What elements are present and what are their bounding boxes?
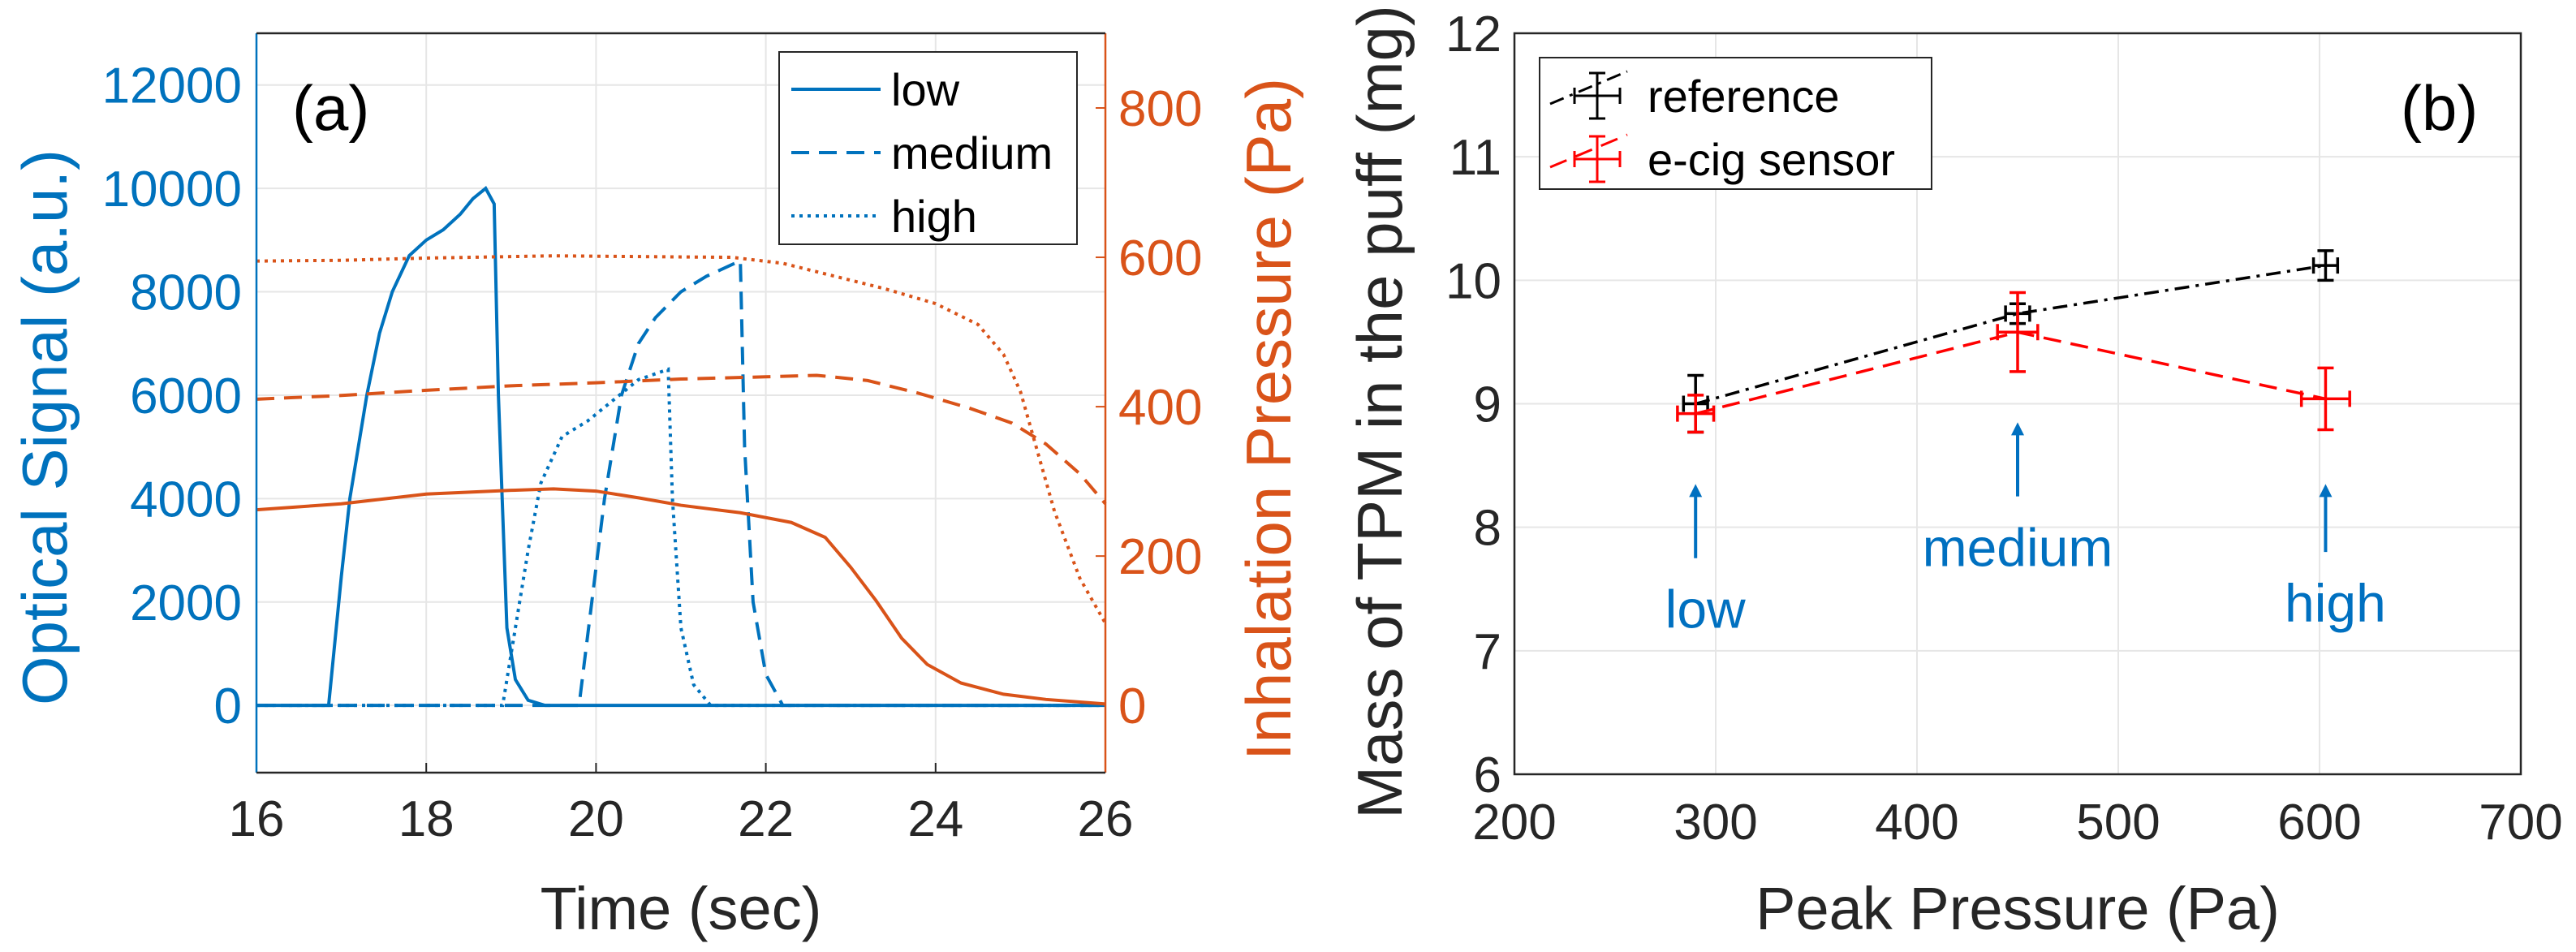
legend-label: e-cig sensor	[1648, 134, 1895, 185]
x-tick-label: 600	[2277, 795, 2361, 851]
x-axis-label: Peak Pressure (Pa)	[1755, 875, 2280, 942]
y-left-tick-label: 4000	[130, 472, 242, 528]
x-tick-label: 26	[1078, 791, 1134, 847]
series-high-optical	[256, 367, 1105, 708]
legend-label-high: high	[891, 191, 977, 242]
x-tick-label: 300	[1674, 795, 1757, 851]
y-left-tick-label: 2000	[130, 575, 242, 631]
legend-label-low: low	[891, 64, 960, 115]
series-medium-optical	[256, 258, 1105, 708]
y-tick-label: 7	[1474, 624, 1501, 680]
y-tick-label: 11	[1450, 130, 1501, 186]
legend-line	[1549, 70, 1628, 106]
x-tick-label: 700	[2479, 795, 2562, 851]
annotation-high: high	[2285, 573, 2386, 633]
x-tick-label: 400	[1875, 795, 1958, 851]
legend-a: low medium high	[778, 51, 1078, 245]
series-medium-pressure	[256, 373, 1107, 506]
y-right-tick-label: 600	[1118, 230, 1202, 286]
y-left-tick-label: 8000	[130, 265, 242, 321]
panel-a: 16 18 20 22 24 26 0 2000 4000 6000 8000 10000 12000 0…	[9, 32, 1304, 942]
legend-box	[1539, 57, 1932, 190]
y-tick-label: 8	[1474, 501, 1501, 557]
y-left-tick-label: 6000	[130, 368, 242, 424]
annotation-low: low	[1665, 579, 1746, 640]
arrowhead-high	[2319, 484, 2333, 498]
series-low-pressure	[256, 487, 1106, 706]
legend-b: reference e-cig sensor	[1539, 57, 1932, 190]
error-bar-point	[1996, 291, 2040, 373]
y-tick-label: 10	[1445, 253, 1501, 309]
x-axis-label: Time (sec)	[541, 875, 822, 942]
x-tick-label: 22	[738, 791, 794, 847]
x-tick-label: 200	[1472, 795, 1556, 851]
y-left-tick-label: 10000	[102, 162, 242, 218]
y-right-tick-label: 800	[1118, 81, 1202, 137]
y-right-tick-label: 200	[1118, 529, 1202, 585]
panel-b: 200 300 400 500 600 700 6 7 8 9 10 11 12 Mass of TPM …	[1344, 5, 2563, 942]
y-right-tick-label: 0	[1118, 678, 1146, 734]
series-low-optical	[256, 186, 1105, 708]
error-bar-point	[2311, 249, 2340, 282]
arrowhead-low	[1689, 484, 1703, 498]
y-tick-label: 6	[1474, 747, 1501, 803]
x-tick-label: 20	[568, 791, 624, 847]
y-left-axis-label: Optical Signal (a.u.)	[9, 149, 80, 705]
x-tick-label: 16	[229, 791, 285, 847]
error-bar-point	[1676, 394, 1716, 434]
y-tick-label: 9	[1474, 377, 1501, 433]
legend-label-medium: medium	[891, 127, 1053, 179]
axes-box	[1513, 32, 2522, 776]
x-tick-label: 18	[398, 791, 454, 847]
legend-line	[1549, 133, 1628, 169]
y-axis-label: Mass of TPM in the puff (mg)	[1344, 5, 1415, 819]
y-left-tick-label: 12000	[102, 58, 242, 114]
annotation-medium: medium	[1923, 517, 2113, 577]
y-tick-label: 12	[1445, 6, 1501, 62]
x-tick-label: 24	[907, 791, 963, 847]
legend-marker	[1573, 135, 1622, 183]
legend-box	[778, 51, 1078, 245]
arrowhead-medium	[2011, 422, 2024, 436]
series-line-reference	[1695, 264, 2326, 406]
panel-label-a: (a)	[292, 72, 369, 144]
y-right-tick-label: 400	[1118, 380, 1202, 436]
legend-marker	[1573, 71, 1622, 120]
series-high-pressure	[256, 254, 1107, 624]
legend-label: reference	[1648, 71, 1840, 122]
y-right-axis-label: Inhalation Pressure (Pa)	[1233, 78, 1304, 760]
x-tick-label: 500	[2076, 795, 2160, 851]
y-left-tick-label: 0	[214, 678, 242, 734]
error-bar-point	[2299, 366, 2351, 432]
x-axis	[256, 32, 1105, 774]
panel-label-b: (b)	[2401, 72, 2478, 144]
